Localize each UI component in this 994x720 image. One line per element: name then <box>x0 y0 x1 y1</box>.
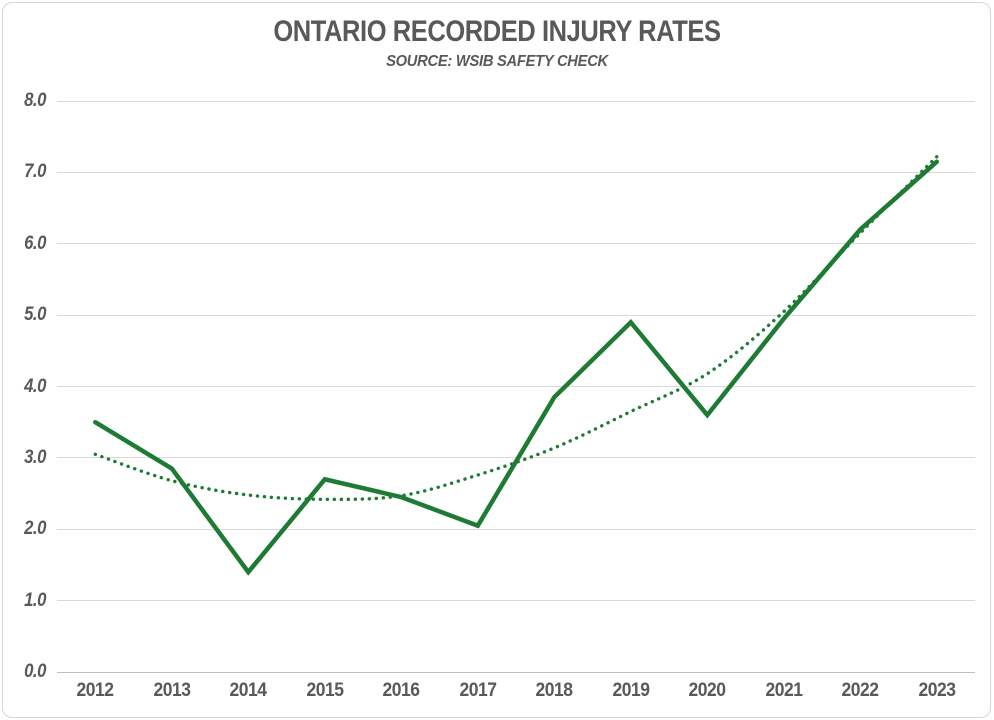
x-tick-label: 2017 <box>459 680 497 701</box>
gridline <box>57 528 975 530</box>
x-tick-label: 2014 <box>229 680 268 701</box>
chart-subtitle: SOURCE: WSIB SAFETY CHECK <box>386 53 608 70</box>
x-tick-label: 2023 <box>918 680 956 701</box>
x-tick-label: 2021 <box>765 680 803 701</box>
gridline <box>57 671 975 673</box>
y-tick-label: 2.0 <box>24 518 46 540</box>
y-tick-label: 4.0 <box>24 375 46 397</box>
chart-title: ONTARIO RECORDED INJURY RATES <box>273 15 721 48</box>
y-tick-label: 8.0 <box>24 90 46 111</box>
x-tick-label: 2020 <box>688 680 727 701</box>
gridline <box>57 100 975 102</box>
x-tick-label: 2012 <box>76 680 115 701</box>
y-tick-label: 0.0 <box>24 661 46 682</box>
series-line-recorded-injury-rate <box>93 159 940 576</box>
y-tick-label: 1.0 <box>24 589 46 611</box>
gridline <box>57 314 975 316</box>
y-tick-label: 7.0 <box>24 161 46 183</box>
x-tick-label: 2013 <box>153 680 191 701</box>
y-tick-label: 5.0 <box>24 304 46 326</box>
x-tick-label: 2019 <box>612 680 650 701</box>
x-tick-label: 2018 <box>535 680 574 701</box>
x-tick-label: 2022 <box>841 680 880 701</box>
gridline <box>57 386 975 387</box>
series-line-trendline <box>93 155 939 502</box>
y-tick-label: 3.0 <box>24 446 46 468</box>
gridline <box>57 171 975 173</box>
gridline <box>57 600 975 602</box>
x-tick-label: 2015 <box>306 680 344 701</box>
y-tick-label: 6.0 <box>24 232 46 254</box>
gridline <box>57 243 975 245</box>
x-tick-label: 2016 <box>382 680 421 701</box>
